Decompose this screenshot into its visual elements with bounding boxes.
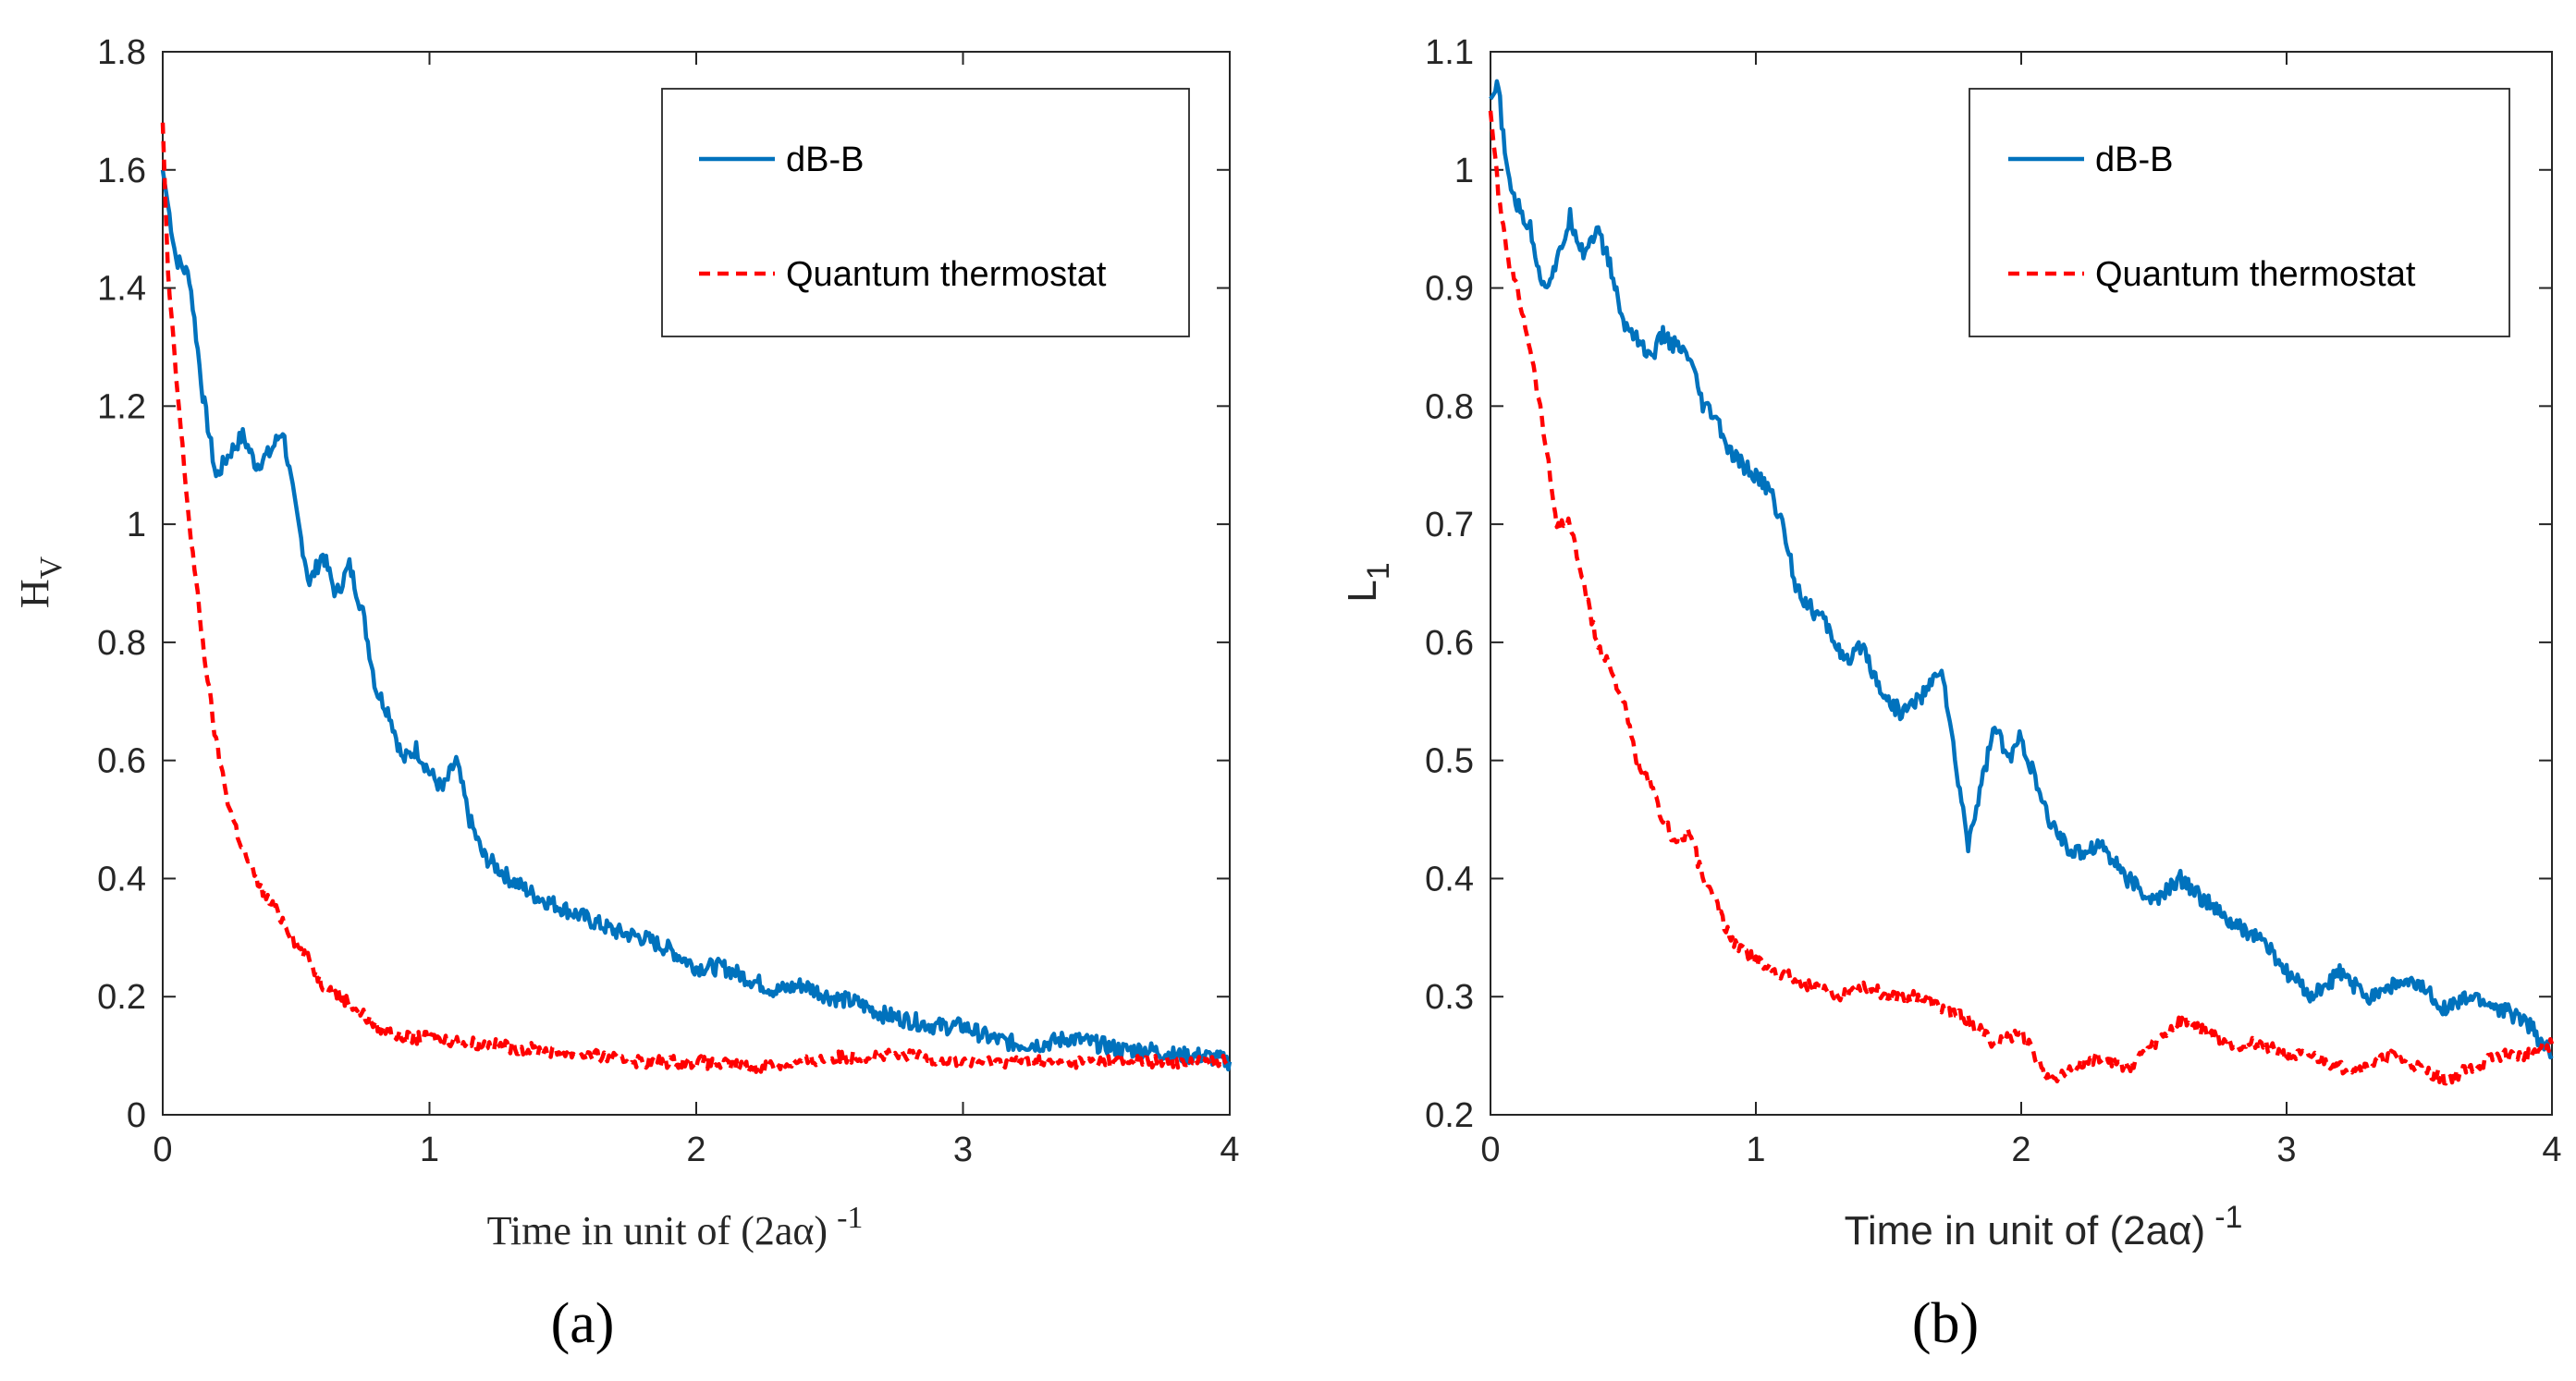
y-tick-label-a-9: 1.8 <box>97 33 146 72</box>
y-axis-label-a: HV <box>12 556 68 608</box>
y-axis-label-a-text: H <box>12 579 57 608</box>
y-tick-label-b-6: 0.8 <box>1425 387 1474 426</box>
y-tick-label-a-6: 1.2 <box>97 387 146 426</box>
y-tick-label-b-8: 1 <box>1454 152 1474 190</box>
x-tick-label-b-2: 2 <box>2011 1130 2030 1169</box>
x-tick-label-b-0: 0 <box>1480 1130 1500 1169</box>
x-tick-label-a-4: 4 <box>1220 1130 1239 1169</box>
y-axis-label-a-subscript: V <box>34 556 68 579</box>
x-axis-label-b: Time in unit of (2aα) -1 <box>1845 1200 2243 1253</box>
x-axis-label-b-text: Time in unit of (2aα) <box>1845 1208 2206 1253</box>
y-axis-label-b: L1 <box>1340 562 1396 602</box>
y-tick-label-b-7: 0.9 <box>1425 270 1474 309</box>
series-line-b-dbb <box>1489 79 2554 1060</box>
y-tick-label-a-3: 0.6 <box>97 742 146 781</box>
legend-label-qt-a: Quantum thermostat <box>786 255 1107 294</box>
y-tick-label-b-2: 0.4 <box>1425 860 1474 898</box>
y-axis-label-b-text: L <box>1340 580 1385 602</box>
x-tick-label-b-4: 4 <box>2542 1130 2561 1169</box>
x-tick-label-a-2: 2 <box>686 1130 705 1169</box>
x-axis-label-a: Time in unit of (2aα) -1 <box>487 1201 864 1253</box>
y-tick-label-b-9: 1.1 <box>1425 33 1474 72</box>
series-group-a <box>160 122 1233 1076</box>
y-tick-label-a-1: 0.2 <box>97 978 146 1017</box>
x-tick-label-a-0: 0 <box>153 1130 172 1169</box>
chart-panel-a: 0 1 2 3 4 0 0.2 0.4 0.6 0.8 1 1.2 1.4 1.6 1.8 Time in … <box>12 33 1240 1355</box>
x-tick-label-a-1: 1 <box>420 1130 439 1169</box>
y-tick-label-b-5: 0.7 <box>1425 506 1474 544</box>
y-tick-label-b-0: 0.2 <box>1425 1096 1474 1135</box>
y-tick-label-b-1: 0.3 <box>1425 978 1474 1017</box>
y-tick-label-a-2: 0.4 <box>97 860 146 898</box>
y-tick-label-a-5: 1 <box>127 506 146 544</box>
x-tick-label-b-3: 3 <box>2276 1130 2296 1169</box>
series-line-b-quantum-thermostat <box>1488 110 2555 1086</box>
legend-label-qt-b: Quantum thermostat <box>2095 255 2416 294</box>
chart-panel-b: 0 1 2 3 4 0.2 0.3 0.4 0.5 0.6 0.7 0.8 0.9 1 1.1 Time i… <box>1340 33 2562 1355</box>
series-line-a-quantum-thermostat <box>160 122 1232 1076</box>
legend-label-dbb-b: dB-B <box>2095 141 2173 179</box>
y-tick-label-b-4: 0.6 <box>1425 624 1474 663</box>
legend-label-dbb-a: dB-B <box>786 141 864 179</box>
y-tick-label-a-0: 0 <box>127 1096 146 1135</box>
x-tick-label-a-3: 3 <box>953 1130 973 1169</box>
x-tick-label-b-1: 1 <box>1746 1130 1765 1169</box>
legend-box-b <box>1969 88 2510 337</box>
y-axis-label-b-subscript: 1 <box>1361 562 1396 580</box>
tick-group-a: 0 1 2 3 4 0 0.2 0.4 0.6 0.8 1 1.2 1.4 1.6 1.8 <box>97 33 1239 1169</box>
y-tick-label-a-7: 1.4 <box>97 270 146 309</box>
panel-label-b: (b) <box>1912 1292 1979 1355</box>
legend-b: dB-B Quantum thermostat <box>1969 88 2510 337</box>
series-line-a-dbb <box>160 169 1233 1072</box>
x-axis-label-a-text: Time in unit of (2aα) <box>487 1208 828 1253</box>
legend-a: dB-B Quantum thermostat <box>661 88 1190 337</box>
y-tick-label-a-8: 1.6 <box>97 152 146 190</box>
x-axis-label-a-exponent: -1 <box>837 1201 863 1235</box>
y-tick-label-b-3: 0.5 <box>1425 742 1474 781</box>
series-group-b <box>1488 79 2555 1086</box>
legend-box-a <box>661 88 1190 337</box>
x-axis-label-b-exponent: -1 <box>2214 1200 2242 1235</box>
tick-group-b: 0 1 2 3 4 0.2 0.3 0.4 0.5 0.6 0.7 0.8 0.9 1 1.1 <box>1425 33 2561 1169</box>
panel-label-a: (a) <box>551 1292 615 1355</box>
y-tick-label-a-4: 0.8 <box>97 624 146 663</box>
